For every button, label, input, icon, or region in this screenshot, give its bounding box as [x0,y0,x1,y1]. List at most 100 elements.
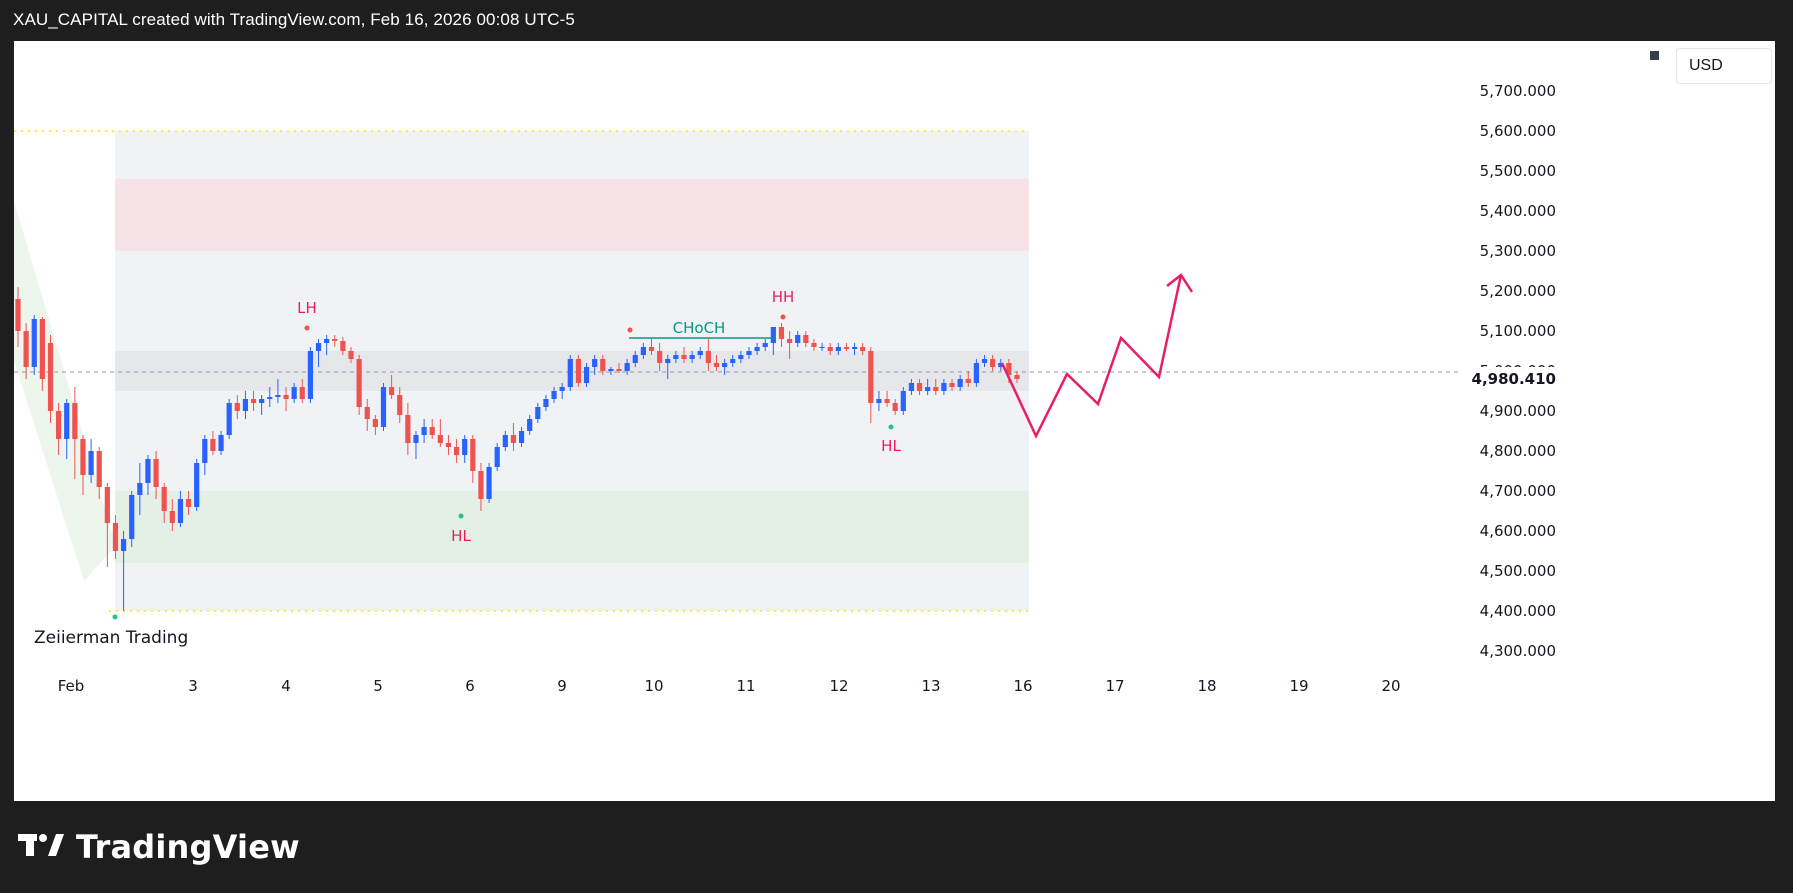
candle-down [96,451,102,487]
settings-square-icon[interactable] [1650,51,1659,60]
candle-down [161,487,167,511]
candle-up [421,427,427,435]
demand-zone [115,491,1029,563]
candle-up [315,343,322,351]
price-tick: 5,500.000 [1480,162,1556,180]
time-tick: 19 [1289,677,1308,695]
candle-up [819,347,825,348]
candle-up [551,391,557,399]
candle-up [307,351,313,399]
tradingview-logo-icon [18,832,66,863]
candle-down [803,335,809,343]
candle-up [876,399,882,403]
candle-down [657,351,663,363]
projection-arrowhead [1166,273,1194,293]
price-tick: 5,200.000 [1480,282,1556,300]
candle-down [648,347,655,351]
price-axis: 5,700.000 5,600.000 5,500.000 5,400.000 … [1461,82,1561,660]
time-tick: 9 [557,677,567,695]
time-tick: 20 [1381,677,1400,695]
candle-down [250,399,257,403]
tradingview-footer: TradingView [18,828,300,866]
candle-up [689,355,695,359]
time-tick: 3 [188,677,198,695]
candle-down [990,359,996,367]
candle-up [835,347,841,351]
candle-down [510,435,517,443]
projection-path [1000,274,1183,439]
time-tick: 5 [373,677,383,695]
candle-down [112,523,119,551]
candle-down [283,395,289,399]
tradingview-wordmark: TradingView [76,828,300,866]
candlestick-chart[interactable]: CHoCH LH HL HH HL 5,700.000 5,600.000 5,… [14,41,1775,801]
candle-down [478,471,484,499]
lh-dot [304,325,310,331]
candle-up [908,383,915,391]
candle-up [624,363,630,371]
candle-down [843,347,850,349]
candle-up [762,343,768,347]
swing-label-hl-1: HL [451,527,471,545]
price-tick: 5,600.000 [1480,122,1556,140]
candle-up [275,395,281,397]
candle-down [965,379,971,383]
candle-down [949,383,955,387]
candle-down [445,443,452,447]
price-tick: 5,700.000 [1480,82,1556,100]
candle-down [397,395,403,415]
candle-up [697,351,703,355]
candle-up [242,399,249,411]
candle-up [267,397,273,399]
candle-up [380,387,387,427]
time-axis: Feb 3 4 5 6 9 10 11 12 13 16 17 18 19 20 [58,677,1401,695]
candle-up [941,383,947,391]
candle-down [169,511,175,523]
candle-up [145,459,151,483]
candle-down [15,299,21,331]
candle-up [608,369,614,371]
candle-up [218,435,224,451]
price-tick: 4,600.000 [1480,522,1556,540]
candle-down [470,439,476,471]
candle-down [153,459,159,487]
candle-down [72,403,78,439]
candle-down [811,343,817,347]
candle-up [518,431,525,443]
chart-area[interactable]: CHoCH LH HL HH HL 5,700.000 5,600.000 5,… [14,41,1775,801]
candle-down [713,363,720,367]
candle-up [194,463,200,507]
candle-down [104,487,110,523]
candle-up [120,539,127,551]
candle-up [632,355,638,363]
candle-up [673,355,679,359]
time-tick: 11 [736,677,755,695]
candle-up [640,347,646,355]
currency-selector[interactable]: USD [1676,48,1772,84]
candle-up [462,439,468,455]
price-tick: 5,300.000 [1480,242,1556,260]
time-tick: Feb [58,677,85,695]
price-tick: 5,400.000 [1480,202,1556,220]
candle-up [770,327,776,343]
candle-up [746,351,752,355]
candle-up [486,467,492,499]
swing-label-hh: HH [772,288,795,306]
candle-down [884,399,890,403]
candle-up [502,435,508,447]
price-tick: 4,300.000 [1480,642,1556,660]
candle-up [129,495,135,539]
candle-up [973,363,979,383]
candle-up [226,403,232,435]
candle-down [705,351,711,363]
candle-down [933,387,939,391]
price-tick: 4,900.000 [1480,402,1556,420]
candle-down [600,359,606,371]
candle-down [372,419,378,427]
candles-group [15,287,1020,611]
price-tick: 4,800.000 [1480,442,1556,460]
candle-down [453,447,460,455]
candle-down [405,415,411,443]
candle-up [795,335,801,343]
supply-zone [115,179,1029,251]
